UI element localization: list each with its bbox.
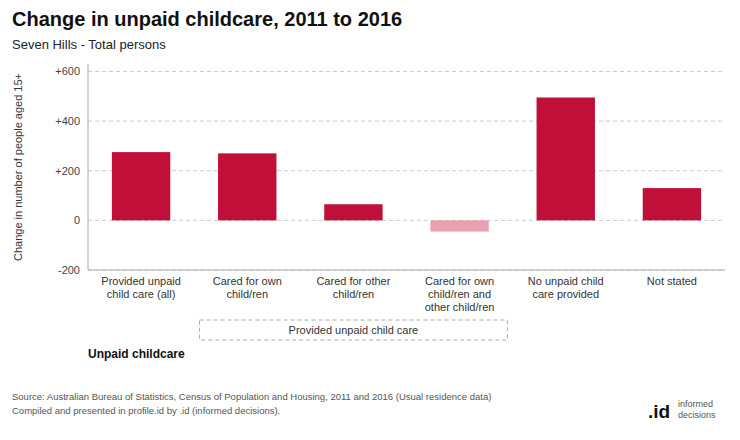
category-label: Cared for otherchild/ren xyxy=(316,275,390,300)
bar xyxy=(537,98,595,221)
grid-line xyxy=(88,71,725,72)
bar xyxy=(430,220,488,231)
x-axis-line xyxy=(88,270,725,271)
bar xyxy=(112,152,170,220)
tick-label: +400 xyxy=(55,115,80,127)
y-axis-label: Change in number of people aged 15+ xyxy=(12,73,24,261)
logo: .id xyxy=(648,401,670,422)
grid-line xyxy=(88,170,725,171)
category-label: Cared for ownchild/ren xyxy=(213,275,282,300)
bar xyxy=(218,153,276,220)
grid-line xyxy=(88,121,725,122)
bracket-label: Provided unpaid child care xyxy=(289,324,419,336)
grid xyxy=(88,71,725,270)
tick-label: +600 xyxy=(55,65,80,77)
logo-text: informeddecisions xyxy=(678,399,716,420)
bar xyxy=(324,204,382,220)
grid-line xyxy=(88,270,725,271)
x-ticks: Provided unpaidchild care (all) Cared for… xyxy=(101,275,697,313)
subtitle: Seven Hills - Total persons xyxy=(12,37,166,52)
tick-label: 0 xyxy=(74,214,80,226)
title: Change in unpaid childcare, 2011 to 2016 xyxy=(12,8,402,30)
tick-label: +200 xyxy=(55,165,80,177)
y-axis-line xyxy=(88,64,89,270)
category-label: No unpaid childcare provided xyxy=(528,275,604,300)
grid-line xyxy=(88,220,725,221)
bar xyxy=(643,188,701,220)
y-ticks: -200 0 +200 +400 +600 xyxy=(55,65,80,276)
category-label: Provided unpaidchild care (all) xyxy=(101,275,181,300)
bars xyxy=(112,98,701,232)
bracket xyxy=(199,320,507,340)
source: Source: Australian Bureau of Statistics,… xyxy=(12,391,491,416)
tick-label: -200 xyxy=(58,264,80,276)
category-label: Cared for ownchild/ren andother child/re… xyxy=(425,275,495,313)
chart: Change in unpaid childcare, 2011 to 2016… xyxy=(0,0,740,440)
category-label: Not stated xyxy=(647,275,697,287)
x-axis-label: Unpaid childcare xyxy=(88,347,185,361)
